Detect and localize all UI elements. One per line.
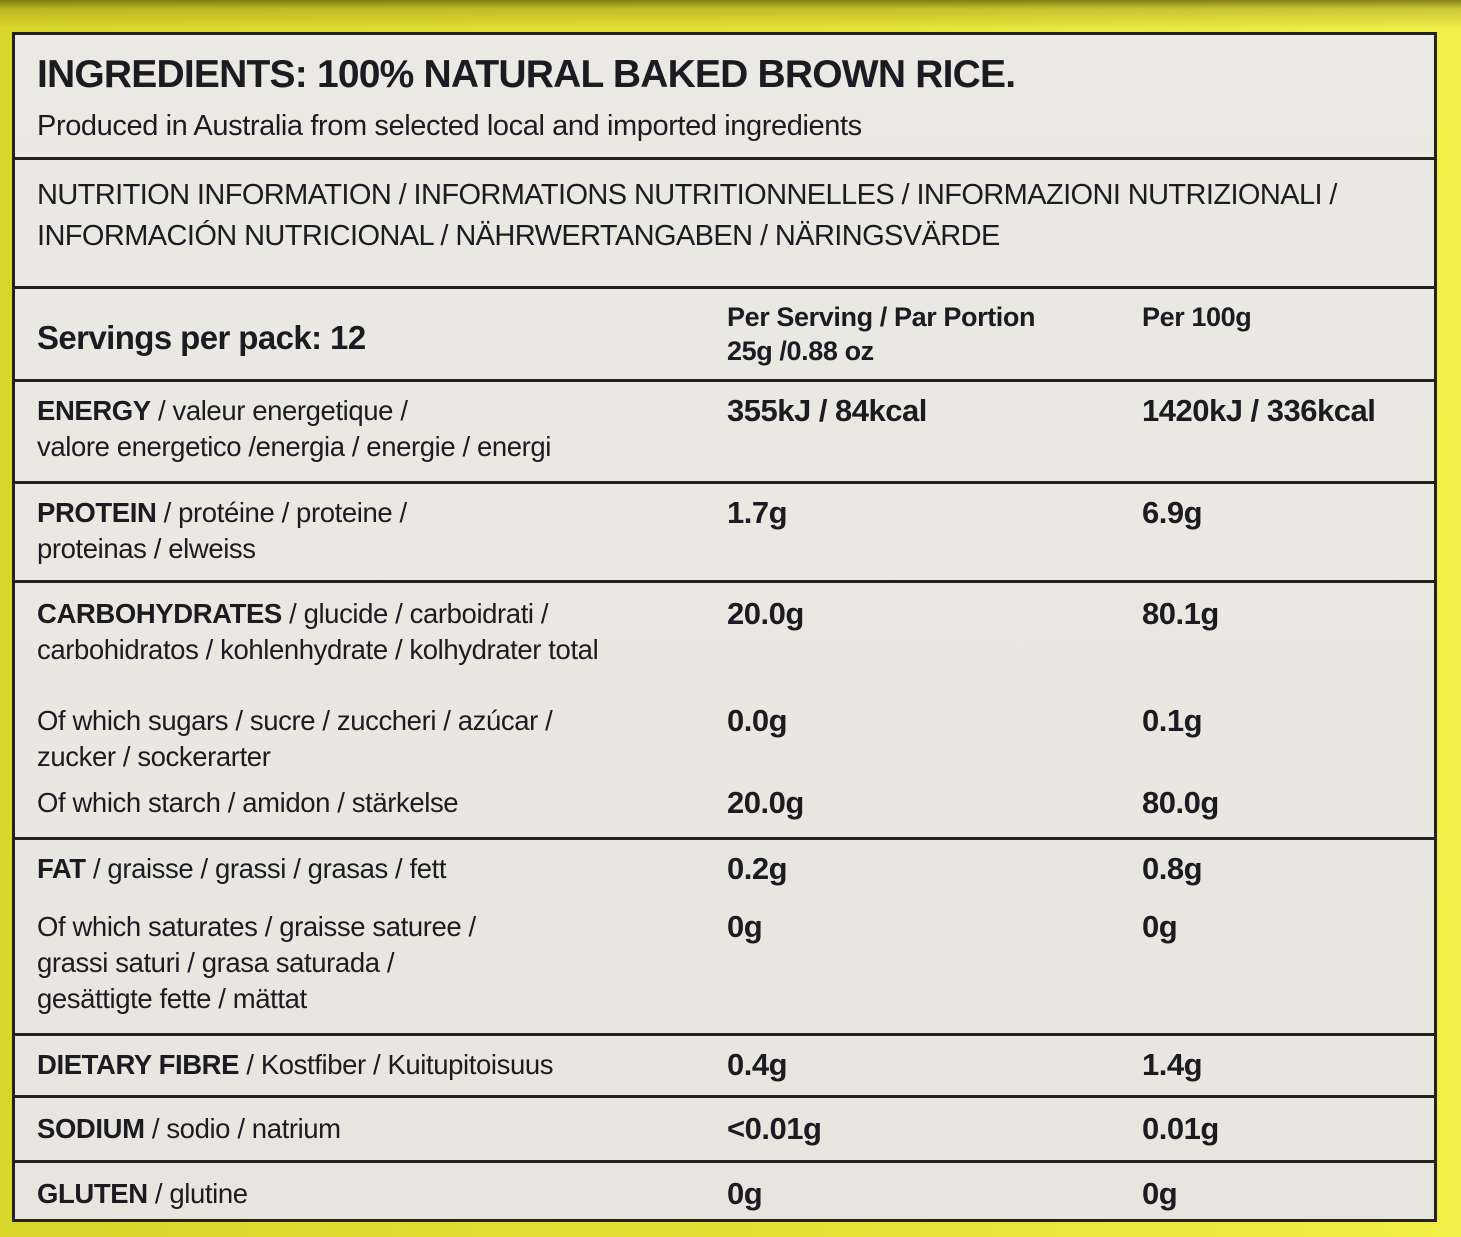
protein-per-100g-value: 6.9g bbox=[1142, 495, 1203, 530]
saturates-per-serving-value: 0g bbox=[727, 909, 763, 944]
row-energy: ENERGY / valeur energetique / valore ene… bbox=[15, 379, 1434, 481]
energy-per-100g-value: 1420kJ / 336kcal bbox=[1142, 393, 1376, 428]
row-dietary-fibre: DIETARY FIBRE / Kostfiber / Kuitupitoisu… bbox=[15, 1033, 1434, 1095]
starch-label: Of which starch / amidon / stärkelse bbox=[37, 787, 459, 818]
row-fat: FAT / graisse / grassi / grasas / fett 0… bbox=[15, 837, 1434, 903]
ingredients-section: INGREDIENTS: 100% NATURAL BAKED BROWN RI… bbox=[15, 35, 1434, 157]
fat-label: FAT / graisse / grassi / grasas / fett bbox=[37, 853, 447, 884]
ingredients-origin-text: Produced in Australia from selected loca… bbox=[37, 110, 862, 142]
row-protein: PROTEIN / protéine / proteine / proteina… bbox=[15, 481, 1434, 580]
sugars-label: Of which sugars / sucre / zuccheri / azú… bbox=[37, 705, 553, 772]
gluten-per-100g-value: 0g bbox=[1142, 1176, 1178, 1211]
starch-per-100g-value: 80.0g bbox=[1142, 785, 1219, 820]
gluten-per-serving-value: 0g bbox=[727, 1176, 763, 1211]
row-starch: Of which starch / amidon / stärkelse 20.… bbox=[15, 778, 1434, 837]
dietary-fibre-label: DIETARY FIBRE / Kostfiber / Kuitupitoisu… bbox=[37, 1049, 554, 1080]
energy-per-serving-value: 355kJ / 84kcal bbox=[727, 393, 927, 428]
carbohydrates-per-100g-value: 80.1g bbox=[1142, 596, 1219, 631]
protein-per-serving-value: 1.7g bbox=[727, 495, 788, 530]
row-saturates: Of which saturates / graisse saturee / g… bbox=[15, 903, 1434, 1033]
nutrition-information-header: NUTRITION INFORMATION / INFORMATIONS NUT… bbox=[15, 157, 1434, 286]
dietary-fibre-per-100g-value: 1.4g bbox=[1142, 1047, 1203, 1082]
row-sodium: SODIUM / sodio / natrium <0.01g 0.01g bbox=[15, 1095, 1434, 1160]
nutrition-label-panel: INGREDIENTS: 100% NATURAL BAKED BROWN RI… bbox=[12, 32, 1437, 1222]
sodium-per-100g-value: 0.01g bbox=[1142, 1111, 1219, 1146]
row-gluten: GLUTEN / glutine 0g 0g bbox=[15, 1160, 1434, 1225]
column-header-per-100g: Per 100g bbox=[1142, 302, 1252, 332]
dietary-fibre-per-serving-value: 0.4g bbox=[727, 1047, 788, 1082]
row-sugars: Of which sugars / sucre / zuccheri / azú… bbox=[15, 693, 1434, 778]
energy-label: ENERGY / valeur energetique / valore ene… bbox=[37, 395, 552, 462]
protein-label: PROTEIN / protéine / proteine / proteina… bbox=[37, 497, 407, 564]
servings-per-pack: Servings per pack: 12 bbox=[37, 319, 366, 356]
row-carbohydrates: CARBOHYDRATES / glucide / carboidrati / … bbox=[15, 580, 1434, 693]
column-header-per-serving: Per Serving / Par Portion 25g /0.88 oz bbox=[727, 302, 1036, 366]
fat-per-100g-value: 0.8g bbox=[1142, 851, 1203, 886]
saturates-per-100g-value: 0g bbox=[1142, 909, 1178, 944]
saturates-label: Of which saturates / graisse saturee / g… bbox=[37, 911, 476, 1014]
gluten-label: GLUTEN / glutine bbox=[37, 1178, 248, 1209]
sodium-per-serving-value: <0.01g bbox=[727, 1111, 822, 1146]
sodium-label: SODIUM / sodio / natrium bbox=[37, 1113, 341, 1144]
fat-per-serving-value: 0.2g bbox=[727, 851, 788, 886]
carbohydrates-per-serving-value: 20.0g bbox=[727, 596, 804, 631]
carbohydrates-label: CARBOHYDRATES / glucide / carboidrati / … bbox=[37, 598, 599, 665]
nutrition-header-line2: INFORMACIÓN NUTRICIONAL / NÄHRWERTANGABE… bbox=[37, 220, 1000, 252]
sugars-per-serving-value: 0.0g bbox=[727, 703, 788, 738]
servings-row: Servings per pack: 12 Per Serving / Par … bbox=[15, 286, 1434, 379]
sugars-per-100g-value: 0.1g bbox=[1142, 703, 1203, 738]
starch-per-serving-value: 20.0g bbox=[727, 785, 804, 820]
ingredients-title: INGREDIENTS: 100% NATURAL BAKED BROWN RI… bbox=[37, 53, 1016, 96]
nutrition-header-line1: NUTRITION INFORMATION / INFORMATIONS NUT… bbox=[37, 179, 1337, 211]
